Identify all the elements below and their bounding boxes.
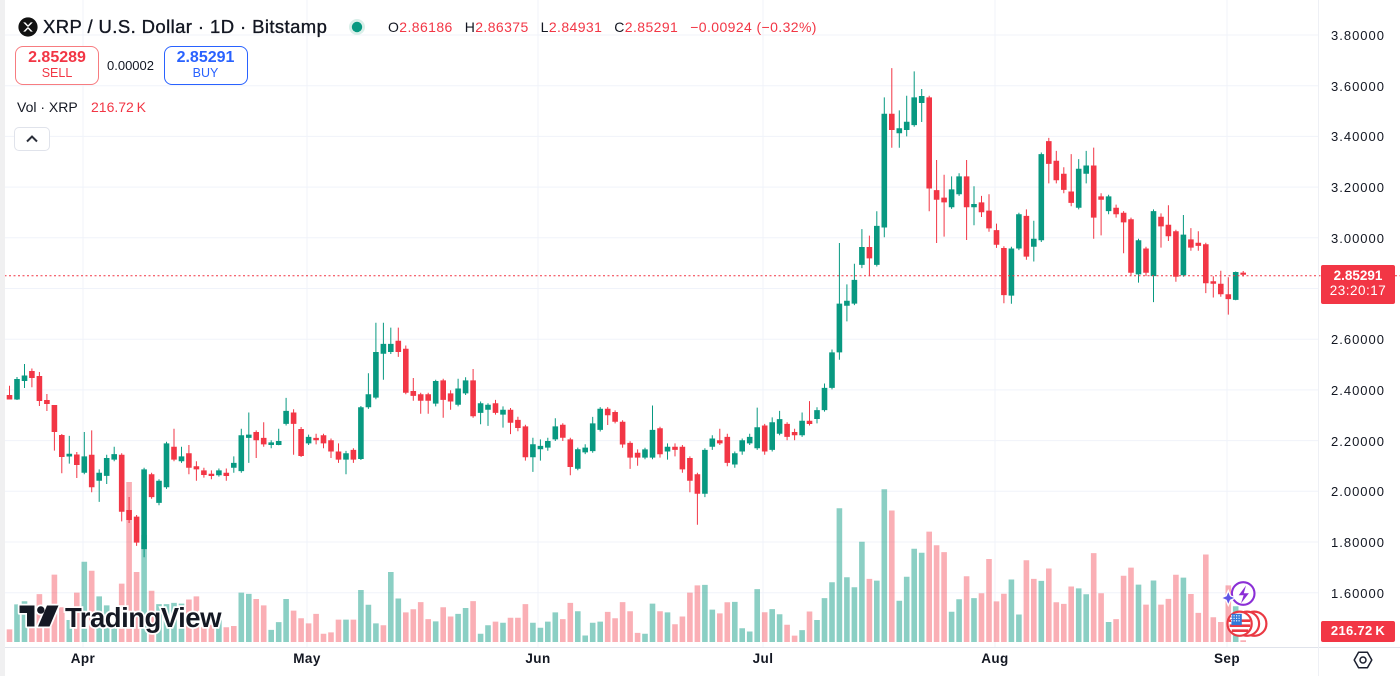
- svg-text:TradingView: TradingView: [65, 602, 222, 633]
